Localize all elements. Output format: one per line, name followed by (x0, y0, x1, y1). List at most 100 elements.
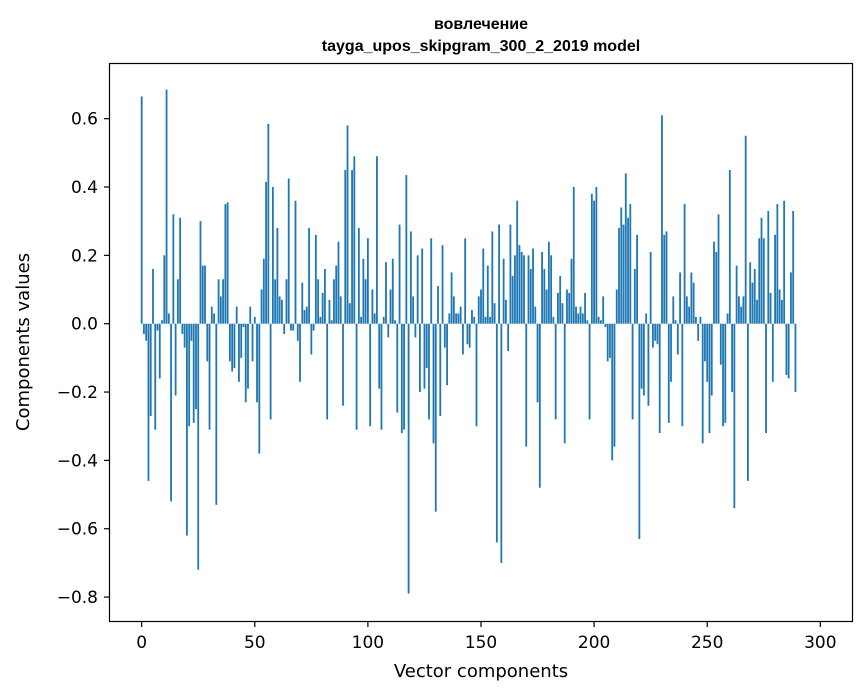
bar (629, 204, 632, 324)
bar (504, 299, 507, 324)
bar (778, 289, 781, 324)
x-tick-label: 100 (352, 633, 384, 653)
bar (238, 323, 240, 382)
bar (790, 272, 792, 324)
bar (333, 279, 335, 324)
y-tick-label: −0.2 (57, 383, 98, 403)
bar (140, 96, 143, 324)
bar (217, 279, 220, 324)
bar (586, 320, 589, 324)
bar (174, 323, 177, 396)
bar (491, 231, 494, 324)
bar (294, 200, 297, 324)
bar (787, 323, 790, 379)
bar (550, 255, 553, 324)
bar (498, 224, 500, 324)
bar (452, 296, 455, 324)
bar (421, 248, 424, 324)
bar (633, 269, 636, 324)
bar (163, 255, 166, 324)
bar (561, 303, 564, 324)
bar (575, 306, 577, 324)
bar (785, 323, 788, 375)
bar (348, 303, 351, 324)
bar (724, 323, 727, 423)
bar (618, 228, 620, 324)
bar (222, 279, 225, 324)
bar (740, 306, 743, 324)
bar (378, 323, 381, 389)
bar (534, 306, 537, 324)
bar (622, 224, 625, 324)
bar (692, 282, 695, 324)
bar (145, 323, 148, 341)
bar (597, 316, 600, 324)
bar (466, 323, 469, 345)
bar (638, 323, 641, 539)
bar (335, 265, 338, 324)
bar (328, 299, 331, 324)
bar (590, 193, 593, 324)
bar (156, 323, 159, 331)
bar (265, 181, 267, 324)
bar (516, 200, 519, 324)
bar (652, 323, 654, 348)
bar (283, 323, 286, 334)
bar (192, 323, 195, 423)
bar (717, 214, 720, 324)
bar (201, 265, 204, 324)
bar (226, 202, 229, 324)
x-tick-label: 200 (578, 633, 610, 653)
bar (371, 289, 374, 324)
y-tick-label: 0.2 (71, 246, 98, 266)
bar (495, 323, 498, 543)
bar (649, 251, 652, 324)
y-axis-ticks: −0.8 −0.6 −0.4 −0.2 0.0 0.2 0.4 0.6 (57, 110, 110, 608)
bar (595, 187, 598, 324)
bar (728, 169, 731, 324)
bar (147, 323, 150, 481)
bar (249, 306, 252, 324)
bar (256, 323, 258, 403)
bar (251, 323, 254, 362)
chart-title: вовлечение (434, 16, 528, 33)
bar (577, 313, 580, 324)
bar (414, 323, 417, 338)
bar (480, 289, 482, 324)
bar (172, 214, 175, 324)
bar (301, 282, 304, 324)
bar (708, 323, 711, 434)
bar (749, 262, 752, 324)
bar (290, 323, 292, 331)
bar (339, 296, 342, 324)
bar (710, 323, 713, 396)
bar (602, 296, 605, 324)
bar (355, 323, 358, 430)
bar (685, 296, 688, 324)
bar (756, 299, 758, 324)
bar (557, 292, 559, 324)
bar (437, 286, 439, 324)
bar (219, 296, 222, 324)
bar (432, 323, 435, 444)
bar (317, 279, 320, 324)
bar (541, 251, 543, 324)
bar (767, 210, 770, 324)
bar (382, 316, 385, 324)
bar (186, 323, 188, 536)
bar (593, 200, 596, 324)
bar (143, 323, 145, 334)
bar (794, 323, 797, 393)
bar (620, 207, 623, 324)
bar (405, 175, 408, 324)
bar (509, 224, 512, 324)
bar (231, 323, 234, 372)
bar (305, 306, 308, 324)
bar (613, 323, 616, 447)
bar (667, 323, 670, 423)
bar (394, 320, 396, 324)
bar (627, 217, 629, 324)
bar (271, 187, 274, 324)
bar (609, 323, 611, 358)
bar (525, 323, 528, 447)
